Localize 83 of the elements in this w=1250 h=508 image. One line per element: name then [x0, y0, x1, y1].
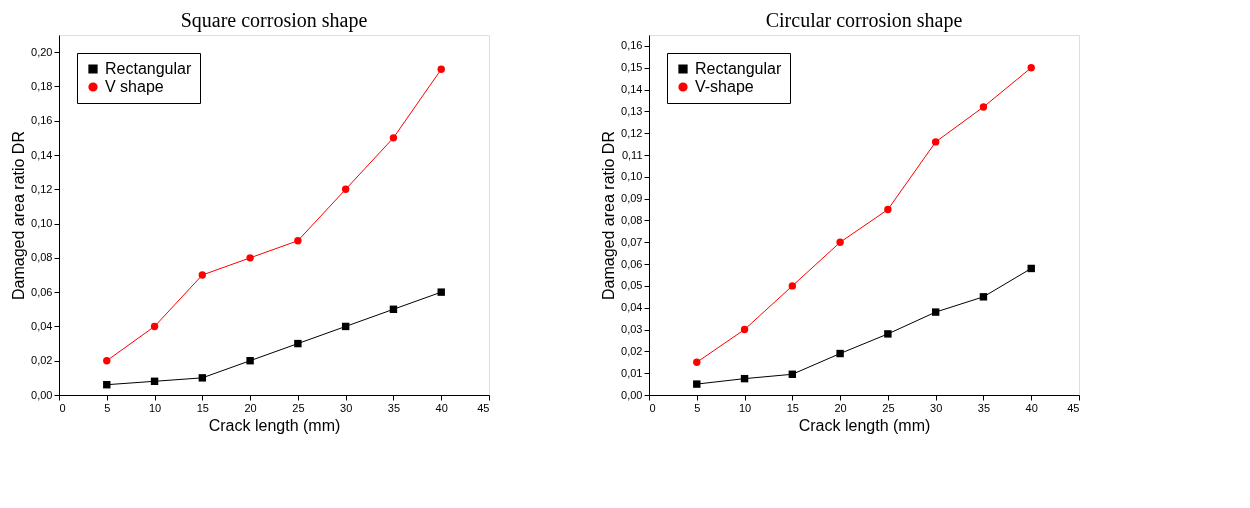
point	[884, 205, 892, 214]
point	[931, 308, 940, 316]
point	[437, 65, 445, 73]
x-axis-title: Crack length (mm)	[798, 416, 931, 434]
point	[150, 322, 159, 331]
x-tick-label: 35	[387, 401, 401, 414]
x-tick-label: 5	[104, 401, 111, 414]
point	[198, 271, 207, 279]
y-tick-label: 0,16	[31, 114, 53, 127]
point	[693, 358, 701, 366]
point	[979, 103, 988, 111]
point	[103, 357, 111, 365]
x-tick-label: 30	[340, 401, 353, 414]
chart-title: Circular corrosion shape	[765, 9, 963, 32]
x-axis-title: Crack length (mm)	[208, 416, 341, 434]
y-tick-label: 0,16	[621, 39, 643, 52]
x-tick-label: 10	[738, 401, 752, 414]
point	[246, 357, 254, 365]
y-axis-title: Damaged area ratio DR	[10, 131, 28, 300]
x-tick-label: 15	[196, 401, 209, 414]
x-tick-label: 0	[649, 401, 656, 414]
point	[740, 325, 749, 334]
y-tick-label: 0,09	[621, 192, 643, 205]
y-tick-label: 0,06	[31, 285, 53, 298]
chart-title: Square corrosion shape	[180, 9, 368, 32]
y-tick-label: 0,15	[621, 61, 643, 74]
x-tick-label: 45	[1067, 401, 1080, 414]
y-tick-label: 0,10	[31, 217, 53, 230]
x-tick-label: 15	[786, 401, 799, 414]
y-tick-label: 0,02	[31, 354, 53, 367]
y-tick-label: 0,12	[621, 126, 643, 139]
y-tick-label: 0,14	[621, 83, 643, 96]
point	[389, 134, 398, 142]
x-tick-label: 40	[435, 401, 448, 414]
y-tick-label: 0,10	[621, 170, 643, 183]
point	[341, 185, 350, 193]
x-tick-label: 5	[694, 401, 701, 414]
y-tick-label: 0,12	[31, 182, 53, 195]
y-tick-label: 0,18	[31, 79, 53, 92]
point	[979, 293, 988, 301]
y-tick-label: 0,04	[31, 319, 53, 332]
y-tick-label: 0,11	[621, 148, 643, 161]
y-tick-label: 0,00	[31, 388, 53, 401]
y-tick-label: 0,08	[31, 251, 53, 264]
x-tick-label: 25	[292, 401, 305, 414]
y-tick-label: 0,06	[621, 257, 643, 270]
x-tick-label: 0	[59, 401, 66, 414]
y-tick-label: 0,02	[621, 344, 643, 357]
x-tick-label: 20	[244, 401, 257, 414]
y-tick-label: 0,00	[621, 388, 643, 401]
point	[788, 282, 797, 290]
y-tick-label: 0,07	[621, 235, 643, 248]
legend-label: V shape	[105, 78, 164, 95]
x-tick-label: 30	[930, 401, 943, 414]
legend-label: Rectangular	[695, 60, 782, 77]
point	[198, 374, 207, 382]
x-tick-label: 20	[834, 401, 847, 414]
legend-label: Rectangular	[105, 60, 192, 77]
y-tick-label: 0,01	[621, 366, 643, 379]
y-tick-label: 0,04	[621, 301, 643, 314]
x-tick-label: 35	[977, 401, 991, 414]
y-tick-label: 0,13	[621, 104, 643, 117]
y-tick-label: 0,08	[621, 213, 643, 226]
x-tick-label: 25	[882, 401, 895, 414]
y-axis-title: Damaged area ratio DR	[600, 131, 618, 300]
point	[1027, 64, 1035, 72]
y-tick-label: 0,20	[31, 45, 53, 58]
point	[931, 138, 940, 146]
y-tick-label: 0,14	[31, 148, 53, 161]
point	[836, 349, 844, 358]
point	[246, 254, 254, 262]
point	[884, 330, 892, 338]
legend-label: V-shape	[695, 78, 754, 95]
y-tick-label: 0,03	[621, 323, 643, 336]
point	[294, 339, 302, 348]
x-tick-label: 10	[148, 401, 162, 414]
point	[693, 380, 701, 388]
x-tick-label: 40	[1025, 401, 1038, 414]
point	[294, 237, 302, 245]
point	[437, 288, 445, 296]
point	[836, 238, 844, 246]
x-tick-label: 45	[477, 401, 490, 414]
y-tick-label: 0,05	[621, 279, 643, 292]
